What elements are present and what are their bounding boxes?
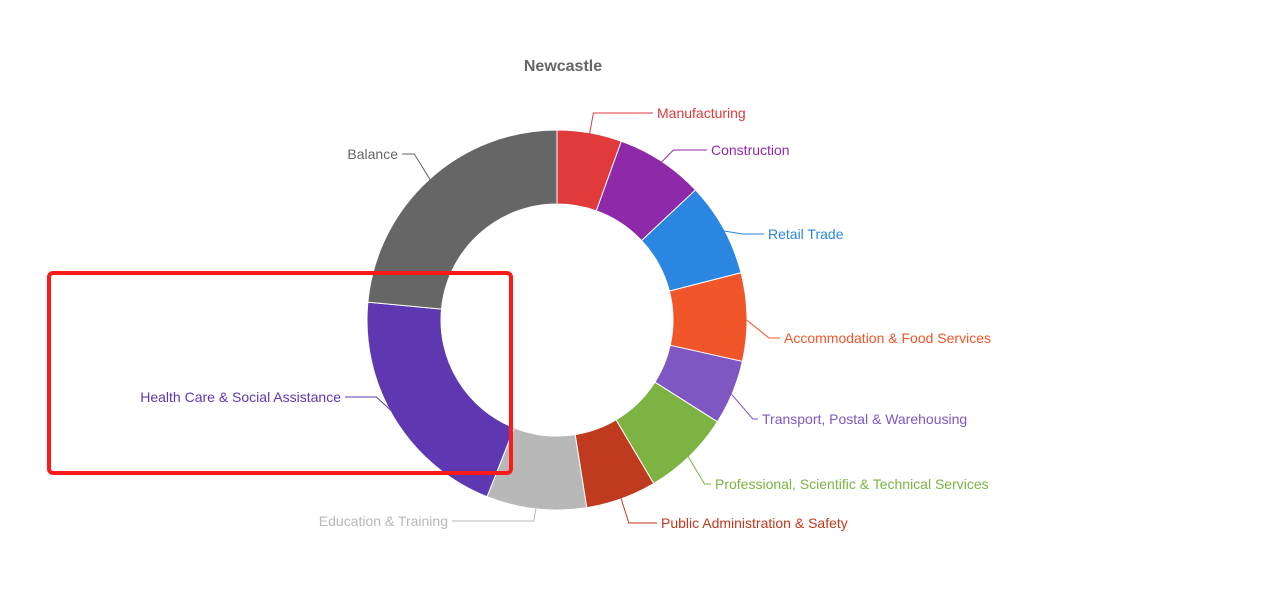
- leader-line-accommodation-food-services: [742, 316, 780, 339]
- slice-label-balance: Balance: [347, 146, 398, 162]
- leader-lines-group: [345, 112, 780, 524]
- slice-label-professional-scientific-technical-services: Professional, Scientific & Technical Ser…: [715, 476, 989, 492]
- leader-line-health-care-social-assistance: [345, 396, 399, 418]
- highlight-box: [47, 271, 513, 475]
- slice-label-health-care-social-assistance: Health Care & Social Assistance: [140, 389, 341, 405]
- slice-label-accommodation-food-services: Accommodation & Food Services: [784, 330, 991, 346]
- chart-title: Newcastle: [524, 58, 602, 75]
- slices-group: [366, 129, 748, 511]
- slice-label-manufacturing: Manufacturing: [657, 105, 746, 121]
- leader-line-manufacturing: [588, 112, 653, 137]
- slice-label-public-administration-safety: Public Administration & Safety: [661, 515, 848, 531]
- slice-balance[interactable]: [367, 129, 558, 310]
- leader-line-professional-scientific-technical-services: [686, 453, 711, 485]
- slice-label-education-training: Education & Training: [319, 513, 448, 529]
- leader-line-public-administration-safety: [619, 494, 657, 524]
- slice-labels-group: Manufacturing Construction Retail Trade Acc…: [140, 105, 991, 531]
- leader-line-education-training: [452, 504, 538, 522]
- leader-line-transport-postal-warehousing: [728, 390, 758, 420]
- leader-line-construction: [658, 149, 707, 165]
- slice-label-construction: Construction: [711, 142, 790, 158]
- leader-line-balance: [402, 153, 433, 183]
- slice-label-transport-postal-warehousing: Transport, Postal & Warehousing: [762, 411, 967, 427]
- leader-line-retail-trade: [719, 229, 764, 235]
- slice-label-retail-trade: Retail Trade: [768, 226, 844, 242]
- slice-health-care-social-assistance[interactable]: [366, 301, 515, 498]
